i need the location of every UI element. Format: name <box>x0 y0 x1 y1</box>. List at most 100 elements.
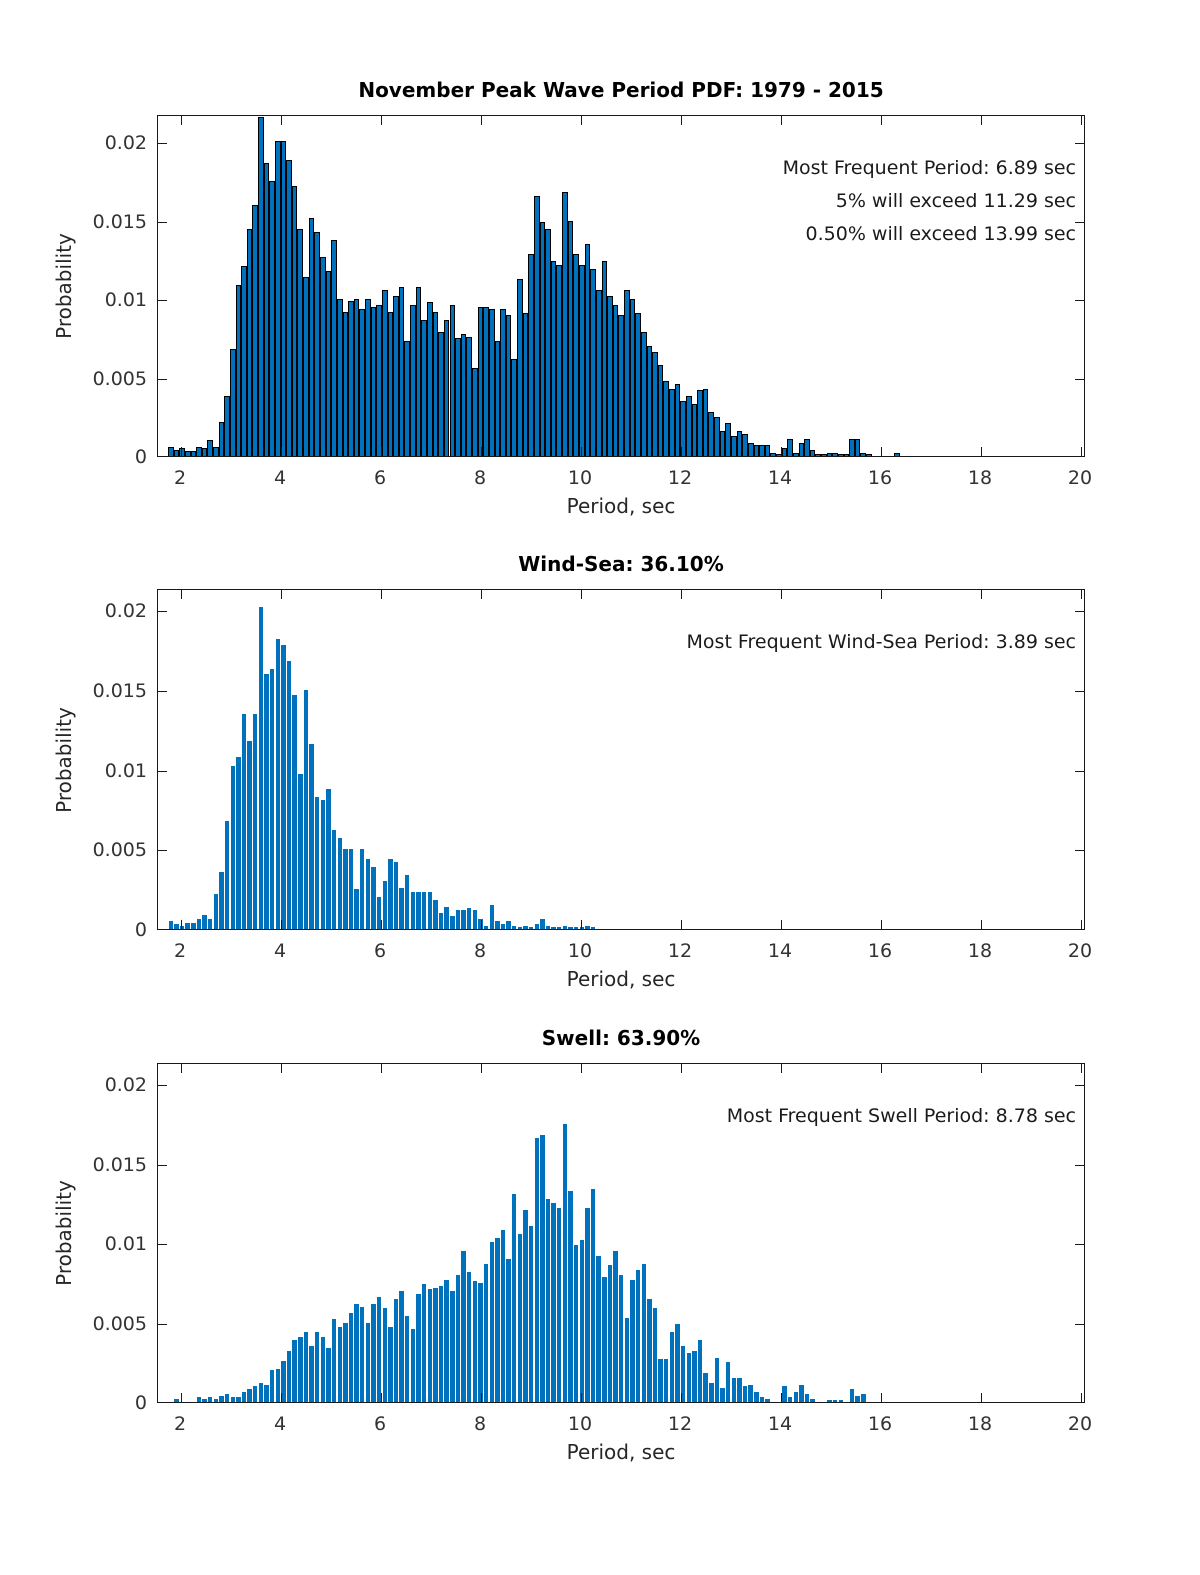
histogram-bar <box>692 1351 697 1402</box>
histogram-bar <box>246 228 253 456</box>
histogram-bar <box>343 849 348 929</box>
histogram-bar <box>174 1398 179 1402</box>
histogram-bar <box>410 305 416 456</box>
histogram-bar <box>624 1317 630 1402</box>
histogram-bar <box>579 1239 584 1402</box>
x-axis-tick <box>781 447 782 456</box>
histogram-bar <box>381 289 388 456</box>
x-axis-tick <box>681 116 682 125</box>
histogram-bar <box>567 220 574 456</box>
y-tick-label: 0.005 <box>92 839 147 862</box>
histogram-bar <box>500 308 506 456</box>
histogram-bar <box>343 1322 348 1402</box>
x-tick-label: 18 <box>967 467 993 489</box>
x-axis-tick <box>581 116 582 125</box>
x-tick-label: 10 <box>567 467 593 489</box>
x-tick-label: 18 <box>967 940 993 962</box>
histogram-bar <box>478 919 483 929</box>
histogram-bar <box>472 368 478 456</box>
histogram-bar <box>253 1386 258 1402</box>
x-axis-tick <box>181 920 182 929</box>
histogram-bar <box>258 607 264 929</box>
x-axis-tick <box>381 447 382 456</box>
histogram-bar <box>348 300 354 456</box>
histogram-bar <box>184 451 191 456</box>
histogram-bar <box>410 892 416 929</box>
x-axis-tick <box>181 447 182 456</box>
histogram-bar <box>196 1397 202 1402</box>
histogram-bar <box>798 443 805 456</box>
x-axis-tick <box>881 116 882 125</box>
annotation-line: 0.50% will exceed 13.99 sec <box>805 223 1076 245</box>
chart2-plot-area: Most Frequent Wind-Sea Period: 3.89 sec <box>157 589 1085 930</box>
x-tick-label: 12 <box>667 940 693 962</box>
histogram-bar <box>478 1282 483 1402</box>
histogram-bar <box>433 1287 438 1402</box>
histogram-bar <box>174 924 179 929</box>
histogram-bar <box>500 1230 506 1402</box>
histogram-bar <box>703 1373 708 1402</box>
histogram-bar <box>309 1346 314 1402</box>
histogram-bar <box>680 1346 686 1402</box>
histogram-bar <box>737 1378 742 1402</box>
histogram-bar <box>325 270 332 456</box>
histogram-bar <box>675 1324 680 1402</box>
histogram-bar <box>578 264 585 456</box>
histogram-bar <box>528 1225 534 1402</box>
histogram-bar <box>415 286 422 456</box>
histogram-bar <box>365 299 371 456</box>
histogram-bar <box>500 924 506 929</box>
histogram-bar <box>376 305 382 456</box>
histogram-bar <box>247 1389 252 1402</box>
histogram-bar <box>190 451 197 456</box>
y-tick-label: 0 <box>134 446 147 468</box>
histogram-bar <box>618 314 625 456</box>
histogram-bar <box>286 661 292 929</box>
y-axis-tick <box>158 378 167 380</box>
y-tick-label: 0.02 <box>104 132 147 155</box>
x-axis-tick <box>181 590 182 599</box>
histogram-bar <box>168 921 174 929</box>
histogram-bar <box>624 289 630 456</box>
x-tick-label: 20 <box>1067 940 1093 962</box>
y-axis-tick <box>1075 1323 1084 1325</box>
histogram-bar <box>573 1244 579 1402</box>
histogram-bar <box>720 1387 725 1402</box>
histogram-bar <box>404 341 411 456</box>
histogram-bar <box>837 454 844 456</box>
x-axis-tick <box>281 447 282 456</box>
histogram-bar <box>365 858 371 929</box>
histogram-bar <box>590 269 596 456</box>
histogram-bar <box>629 299 636 456</box>
histogram-bar <box>224 396 230 456</box>
histogram-bar <box>213 1398 219 1402</box>
histogram-bar <box>252 205 259 456</box>
histogram-bar <box>466 336 472 456</box>
histogram-bar <box>208 1397 213 1402</box>
histogram-bar <box>528 253 534 456</box>
histogram-bar <box>269 1370 275 1402</box>
histogram-bar <box>196 446 202 456</box>
histogram-bar <box>314 231 320 456</box>
histogram-bar <box>731 1378 737 1402</box>
chart3-title: Swell: 63.90% <box>541 1026 701 1050</box>
x-axis-tick <box>281 920 282 929</box>
x-tick-label: 6 <box>373 940 387 962</box>
histogram-bar <box>714 416 720 456</box>
histogram-bar <box>286 159 292 456</box>
y-tick-label: 0.005 <box>92 1312 147 1335</box>
histogram-bar <box>849 1389 855 1402</box>
x-tick-label: 16 <box>867 940 893 962</box>
y-axis-tick <box>158 1323 167 1325</box>
histogram-bar <box>219 1395 224 1402</box>
histogram-bar <box>556 264 563 456</box>
histogram-bar <box>550 261 557 456</box>
x-axis-tick <box>981 116 982 125</box>
histogram-bar <box>702 388 709 456</box>
histogram-bar <box>388 858 393 929</box>
histogram-bar <box>196 919 202 929</box>
histogram-bar <box>534 924 539 929</box>
histogram-bar <box>326 1347 331 1402</box>
chart3-x-axis-label: Period, sec <box>566 1440 676 1464</box>
histogram-bar <box>421 319 427 456</box>
